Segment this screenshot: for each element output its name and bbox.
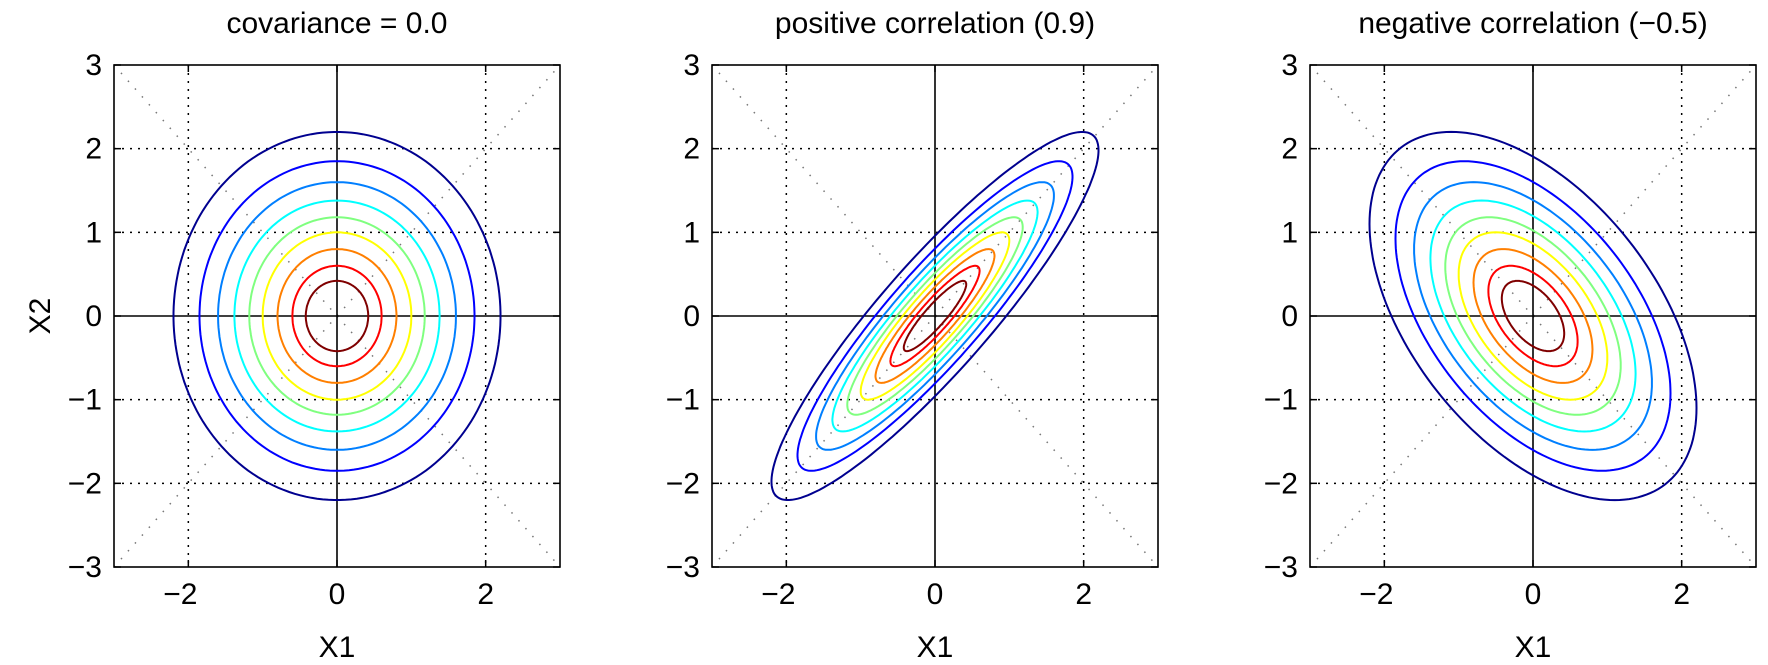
- x-tick-label: −2: [163, 578, 197, 611]
- contour-level-5: [846, 216, 1024, 416]
- y-tick-label: −2: [1264, 467, 1298, 500]
- chart-panel-1: −2 0 2 −3 −2 −1 0 1 2 3 covariance = 0.0 X1 X2: [24, 7, 561, 664]
- contour-level-3: [1413, 181, 1653, 451]
- contour-level-7: [1472, 248, 1594, 384]
- chart-panel-2: −2 0 2 −3 −2 −1 0 1 2 3 positive correlation (0.9)…: [666, 7, 1159, 664]
- x-tick-label: 0: [329, 578, 346, 611]
- y-axis-label: X2: [24, 298, 57, 335]
- contour-level-2: [1394, 160, 1672, 472]
- chart-title: negative correlation (−0.5): [1358, 7, 1707, 40]
- x-tick-label: 2: [477, 578, 494, 611]
- x-tick-label: −2: [761, 578, 795, 611]
- y-tick-label: −1: [1264, 384, 1298, 417]
- y-tick-label: 1: [683, 216, 700, 249]
- chart-title: covariance = 0.0: [227, 7, 448, 40]
- contour-level-8: [1487, 264, 1579, 368]
- contour-level-4: [233, 199, 441, 433]
- y-tick-label: 0: [683, 300, 700, 333]
- y-tick-label: −3: [1264, 551, 1298, 584]
- contour-level-4: [1429, 199, 1637, 433]
- y-tick-label: −1: [666, 384, 700, 417]
- contour-level-5: [1444, 216, 1622, 416]
- y-tick-label: 2: [1281, 133, 1298, 166]
- chart-title: positive correlation (0.9): [775, 7, 1095, 40]
- x-tick-label: −2: [1359, 578, 1393, 611]
- y-tick-label: 2: [85, 133, 102, 166]
- y-tick-label: 3: [1281, 49, 1298, 82]
- x-tick-label: 2: [1673, 578, 1690, 611]
- y-tick-label: −3: [68, 551, 102, 584]
- contour-level-7: [874, 248, 996, 384]
- contour-level-1: [172, 131, 502, 501]
- contour-level-8: [889, 264, 981, 368]
- y-tick-label: 1: [1281, 216, 1298, 249]
- contour-level-9: [304, 279, 370, 353]
- y-tick-label: 3: [85, 49, 102, 82]
- x-axis-label: X1: [917, 631, 954, 664]
- contour-level-8: [291, 264, 383, 368]
- contour-level-6: [261, 231, 413, 401]
- contour-level-2: [198, 160, 476, 472]
- chart-panel-3: −2 0 2 −3 −2 −1 0 1 2 3 negative correlation (−0.5…: [1264, 7, 1757, 664]
- y-tick-label: −3: [666, 551, 700, 584]
- y-tick-label: −2: [666, 467, 700, 500]
- x-tick-label: 0: [927, 578, 944, 611]
- x-axis-label: X1: [319, 631, 356, 664]
- contour-level-1: [770, 131, 1100, 501]
- x-tick-label: 0: [1525, 578, 1542, 611]
- y-tick-label: 1: [85, 216, 102, 249]
- contour-level-9: [1500, 279, 1566, 353]
- contour-level-3: [217, 181, 457, 451]
- y-tick-label: 2: [683, 133, 700, 166]
- contour-level-7: [276, 248, 398, 384]
- contour-level-9: [902, 279, 968, 353]
- x-axis-label: X1: [1515, 631, 1552, 664]
- x-tick-label: 2: [1075, 578, 1092, 611]
- y-tick-label: −2: [68, 467, 102, 500]
- y-tick-label: −1: [68, 384, 102, 417]
- y-tick-label: 0: [1281, 300, 1298, 333]
- y-tick-label: 0: [85, 300, 102, 333]
- contour-level-4: [831, 199, 1039, 433]
- contour-level-5: [248, 216, 426, 416]
- contour-level-2: [796, 160, 1074, 472]
- contour-level-6: [859, 231, 1011, 401]
- contour-level-1: [1368, 130, 1698, 502]
- contour-level-3: [815, 181, 1055, 451]
- contour-level-6: [1457, 231, 1609, 401]
- y-tick-label: 3: [683, 49, 700, 82]
